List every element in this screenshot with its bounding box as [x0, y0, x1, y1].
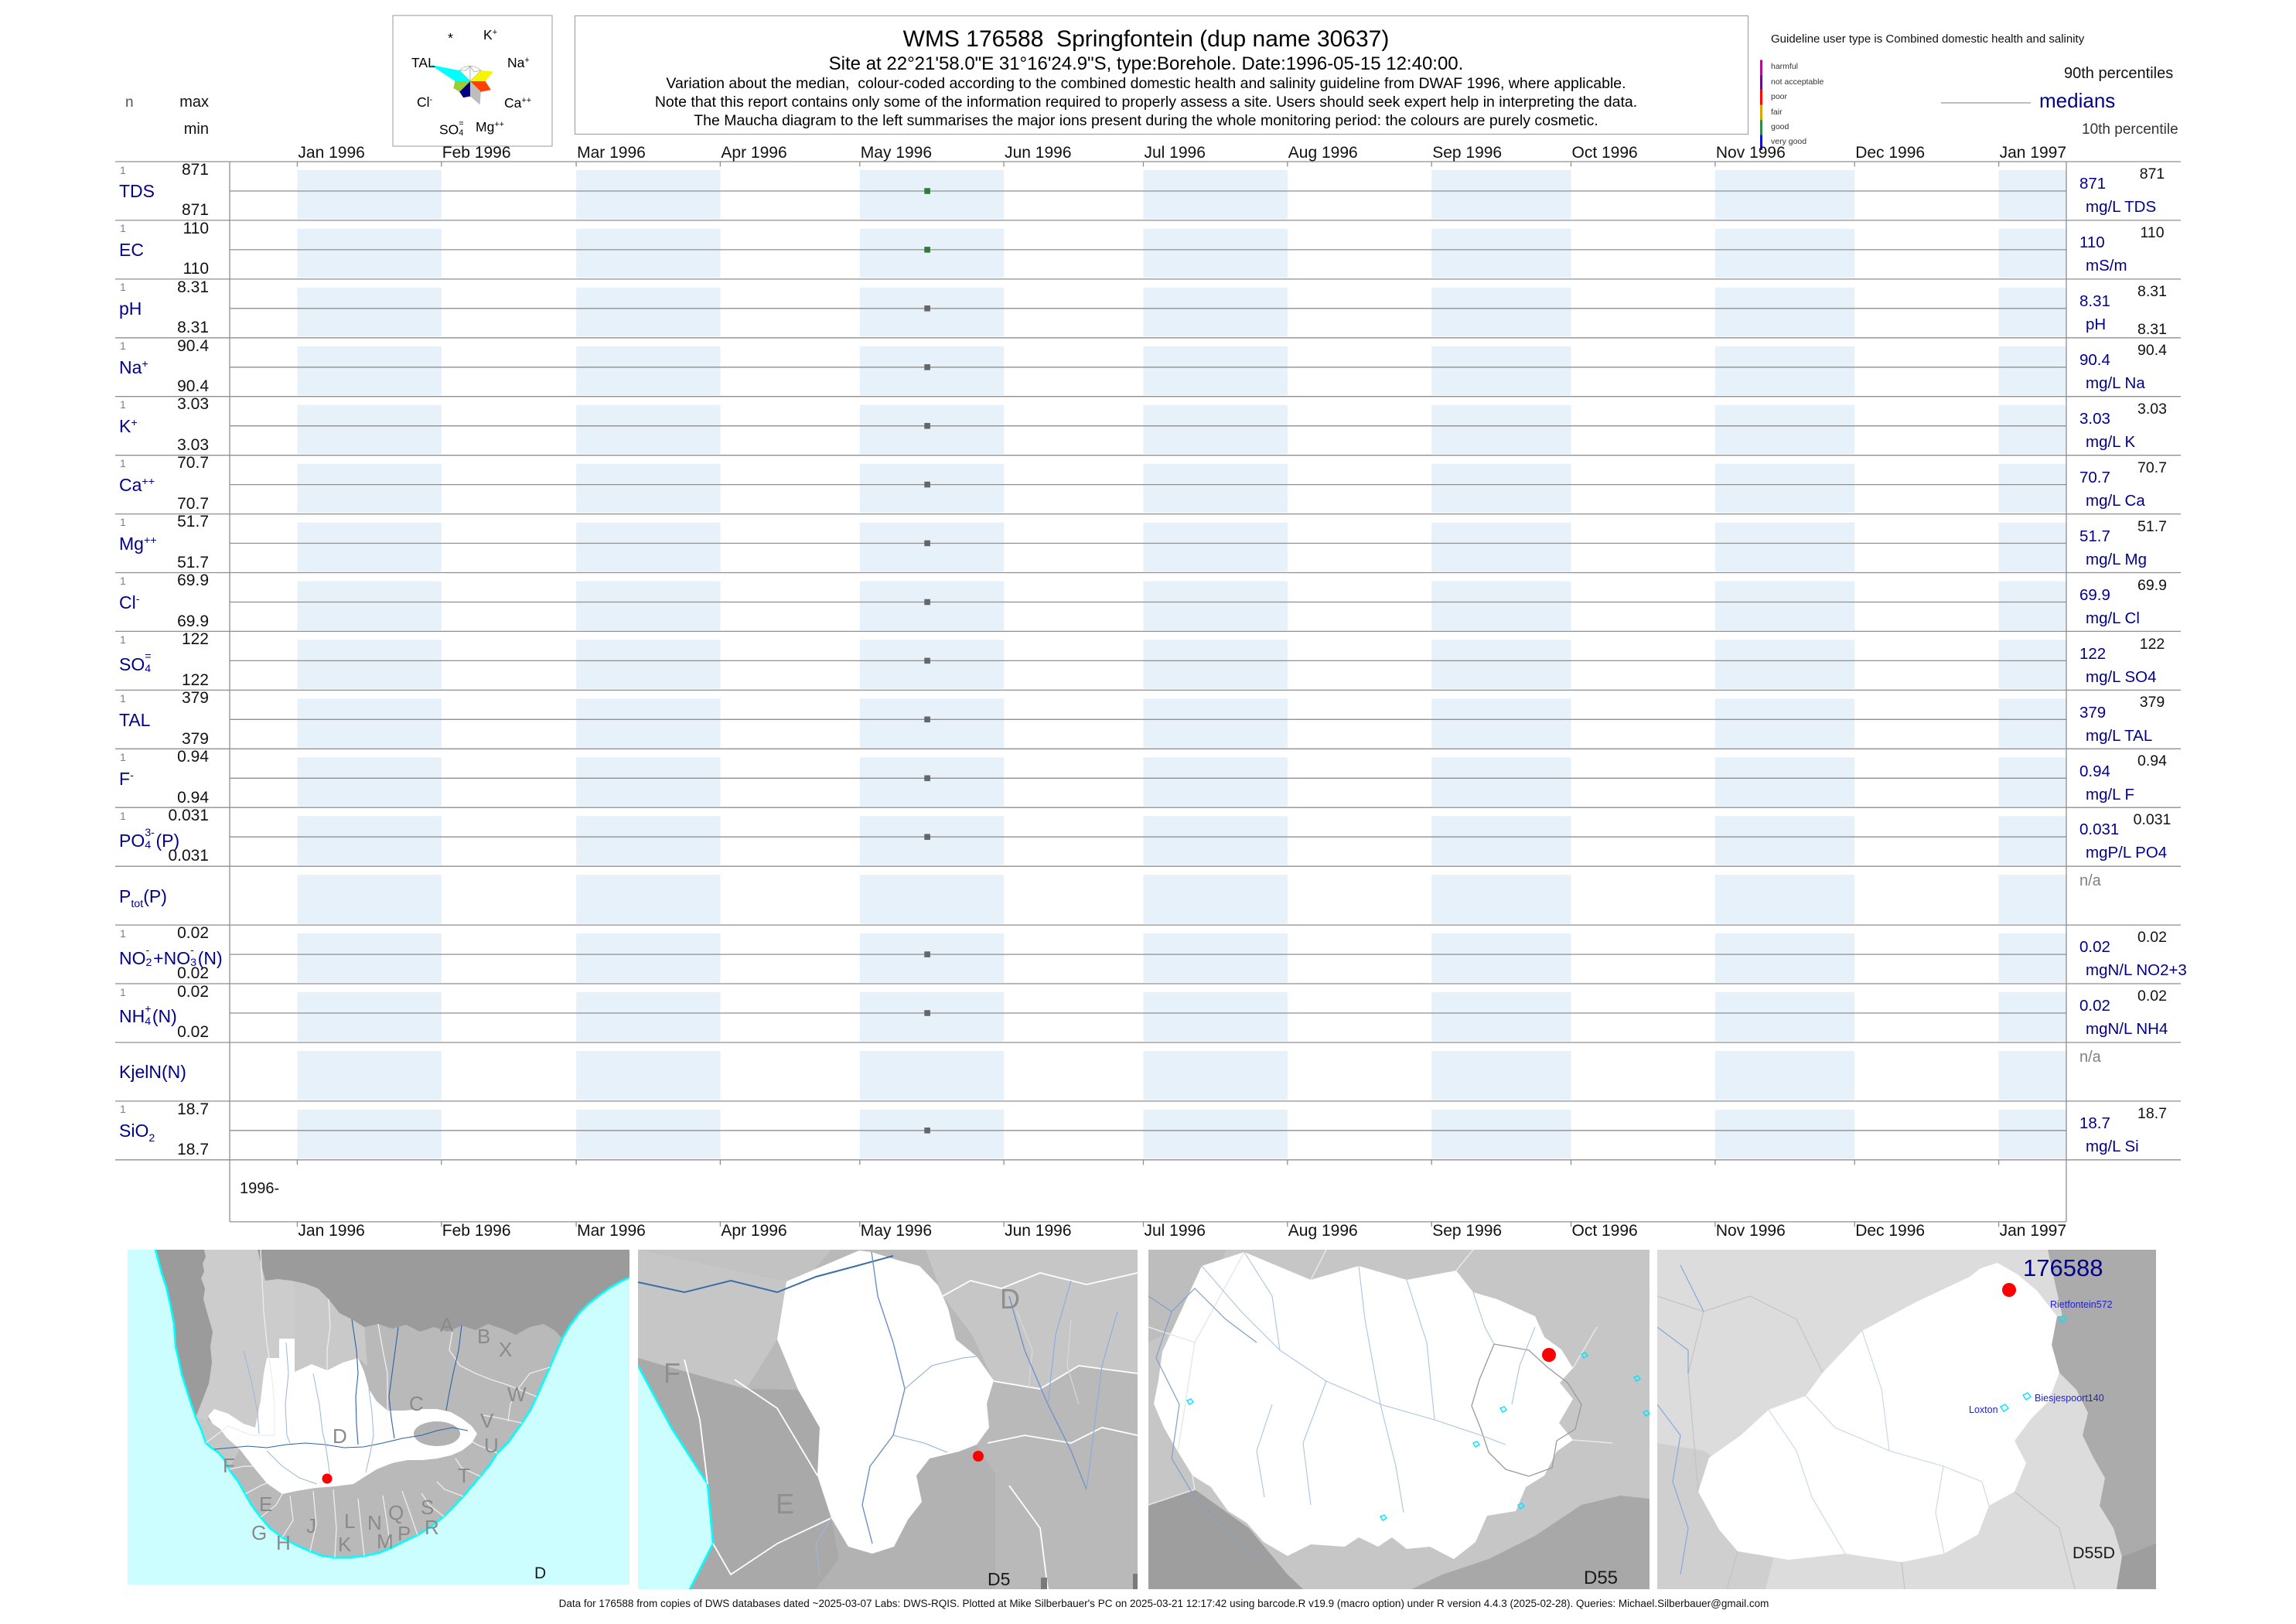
svg-text:Q: Q	[388, 1501, 404, 1524]
svg-text:Biesjespoort140: Biesjespoort140	[2035, 1393, 2104, 1404]
svg-text:A: A	[440, 1313, 454, 1336]
svg-text:M: M	[377, 1530, 394, 1553]
svg-text:D: D	[534, 1564, 546, 1582]
svg-text:E: E	[259, 1493, 272, 1516]
svg-text:Rietfontein572: Rietfontein572	[2050, 1299, 2113, 1310]
svg-text:D55D: D55D	[2073, 1544, 2115, 1562]
svg-text:P: P	[397, 1522, 411, 1545]
svg-text:V: V	[480, 1409, 494, 1432]
svg-text:T: T	[458, 1464, 470, 1487]
svg-text:Loxton: Loxton	[1969, 1404, 1998, 1415]
svg-text:X: X	[499, 1338, 512, 1361]
svg-text:F: F	[223, 1454, 235, 1477]
svg-text:U: U	[484, 1434, 499, 1457]
svg-text:G: G	[251, 1521, 267, 1544]
svg-text:H: H	[276, 1531, 291, 1554]
svg-text:D5: D5	[988, 1569, 1010, 1589]
svg-text:L: L	[344, 1510, 355, 1533]
svg-text:W: W	[507, 1383, 527, 1406]
svg-text:D55: D55	[1584, 1568, 1618, 1588]
svg-text:R: R	[425, 1516, 439, 1539]
svg-text:J: J	[306, 1514, 316, 1537]
svg-text:C: C	[409, 1392, 424, 1415]
svg-text:S: S	[421, 1496, 434, 1519]
svg-text:D: D	[333, 1424, 347, 1448]
svg-text:B: B	[477, 1325, 490, 1348]
svg-text:D: D	[1000, 1283, 1020, 1315]
svg-text:E: E	[776, 1488, 794, 1520]
svg-text:F: F	[664, 1357, 681, 1389]
svg-text:K: K	[338, 1533, 352, 1556]
svg-text:176588: 176588	[2023, 1254, 2103, 1281]
svg-text:N: N	[367, 1511, 382, 1534]
